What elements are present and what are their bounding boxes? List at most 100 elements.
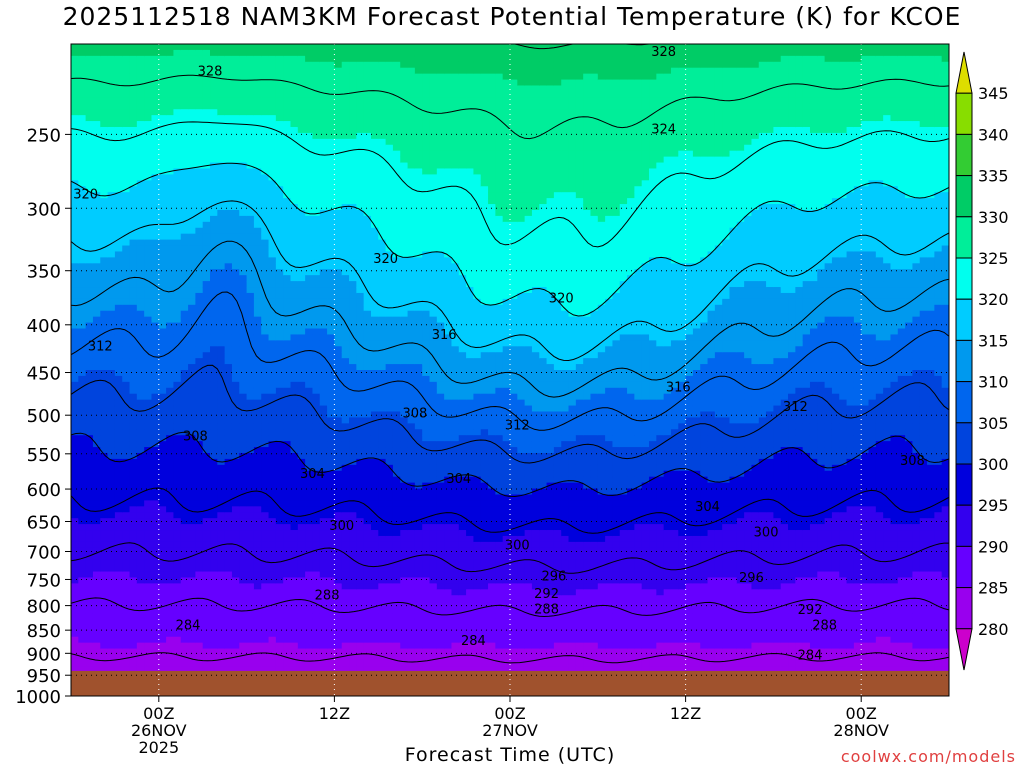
colorbar-label: 300: [978, 455, 1009, 474]
contour-label: 284: [461, 634, 486, 649]
contour-label: 324: [651, 123, 676, 138]
contour-label: 328: [198, 64, 223, 79]
y-tick-label: 350: [27, 262, 61, 283]
colorbar-segment: [955, 381, 973, 424]
contour-label: 320: [73, 188, 98, 203]
contour-label: 312: [505, 419, 530, 434]
x-tick-label: 00Z: [143, 704, 174, 723]
contour-label: 320: [373, 252, 398, 267]
y-tick-label: 750: [27, 570, 61, 591]
ground-fill: [71, 670, 949, 696]
contour-line: [71, 364, 949, 464]
colorbar-label: 310: [978, 373, 1009, 392]
contour-label: 308: [900, 454, 925, 469]
colorbar-segment: [955, 133, 973, 177]
y-axis: 2503003504004505005506006507007508008509…: [15, 125, 71, 708]
contour-label: 296: [739, 571, 764, 586]
x-tick-year-label: 2025: [138, 738, 179, 757]
x-tick-label: 00Z: [494, 704, 525, 723]
y-tick-label: 400: [27, 316, 61, 337]
colorbar-bottom-arrow: [955, 628, 973, 671]
ground-mask: [71, 670, 949, 696]
y-tick-label: 1000: [15, 687, 61, 708]
y-tick-label: 900: [27, 644, 61, 665]
contour-line: [71, 542, 949, 574]
contour-label: 296: [541, 570, 566, 585]
y-tick-label: 850: [27, 621, 61, 642]
contour-line: [71, 162, 949, 317]
y-tick-label: 250: [27, 125, 61, 146]
contour-label: 284: [798, 649, 823, 664]
colorbar-segment: [955, 545, 973, 589]
x-tick-date-label: 27NOV: [482, 721, 538, 740]
contour-label: 304: [695, 500, 720, 515]
colorbar-label: 305: [978, 414, 1009, 433]
contour-line: [71, 652, 949, 664]
y-tick-label: 450: [27, 364, 61, 385]
contour-label: 284: [176, 618, 201, 633]
colorbar-segment: [955, 298, 973, 341]
contour-label: 300: [754, 526, 779, 541]
contour-line: [71, 291, 949, 431]
contour-label: 288: [315, 588, 340, 603]
colorbar-segment: [955, 257, 973, 300]
colorbar-top-arrow: [955, 51, 973, 94]
colorbar-label: 345: [978, 84, 1009, 103]
colorbar-label: 330: [978, 208, 1009, 227]
contour-label: 312: [88, 339, 113, 354]
contour-line: [71, 431, 949, 498]
colorbar-segment: [955, 422, 973, 465]
y-tick-label: 300: [27, 199, 61, 220]
contour-line: [71, 597, 949, 618]
colorbar-label: 315: [978, 331, 1009, 350]
contour-line: [71, 200, 949, 362]
temperature-bands: [71, 44, 949, 696]
contour-labels: 328 328 324 320 320 320 316 316 312 312 312 308 308 3…: [73, 45, 925, 664]
contour-label: 320: [549, 292, 574, 307]
contour-label: 328: [651, 45, 676, 60]
colorbar-segment: [955, 339, 973, 383]
contour-label: 316: [666, 381, 691, 396]
gridlines: [71, 44, 949, 696]
contour-label: 300: [505, 539, 530, 554]
y-tick-label: 500: [27, 406, 61, 427]
contour-label: 316: [432, 328, 457, 343]
contour-label: 312: [783, 400, 808, 415]
x-tick-date-label: 28NOV: [833, 721, 889, 740]
y-tick-label: 650: [27, 512, 61, 533]
contour-label: 288: [534, 603, 559, 618]
colorbar-segment: [955, 216, 973, 259]
x-tick-date-label: 26NOV: [131, 721, 187, 740]
colorbar-label: 285: [978, 579, 1009, 598]
colorbar-label: 280: [978, 620, 1009, 639]
contour-label: 304: [300, 467, 325, 482]
contour-label: 304: [446, 472, 471, 487]
contour-label: 308: [183, 430, 208, 445]
contour-label: 292: [534, 587, 559, 602]
contour-line: [71, 240, 949, 398]
y-tick-label: 550: [27, 445, 61, 466]
colorbar-legend: 280 285 290 295 300 305 310 315 320 325 330 335 340 3…: [955, 51, 1009, 671]
colorbar-segment: [955, 504, 973, 547]
contour-label: 308: [402, 407, 427, 422]
x-tick-label: 00Z: [846, 704, 877, 723]
chart-title: 2025112518 NAM3KM Forecast Potential Tem…: [62, 2, 962, 31]
colorbar-segment: [955, 92, 973, 135]
colorbar-label: 340: [978, 125, 1009, 144]
colorbar-label: 325: [978, 249, 1009, 268]
contour-label: 300: [329, 519, 354, 534]
colorbar-label: 335: [978, 167, 1009, 186]
colorbar-segment: [955, 587, 973, 630]
colorbar-segment: [955, 175, 973, 218]
x-axis-label: Forecast Time (UTC): [404, 744, 616, 766]
colorbar-label: 320: [978, 290, 1009, 309]
y-tick-label: 700: [27, 543, 61, 564]
x-tick-label: 12Z: [670, 704, 701, 723]
y-tick-label: 800: [27, 597, 61, 618]
colorbar-label: 295: [978, 496, 1009, 515]
contour-label: 288: [812, 618, 837, 633]
source-credit[interactable]: coolwx.com/models: [840, 747, 1016, 766]
colorbar-segment: [955, 463, 973, 506]
